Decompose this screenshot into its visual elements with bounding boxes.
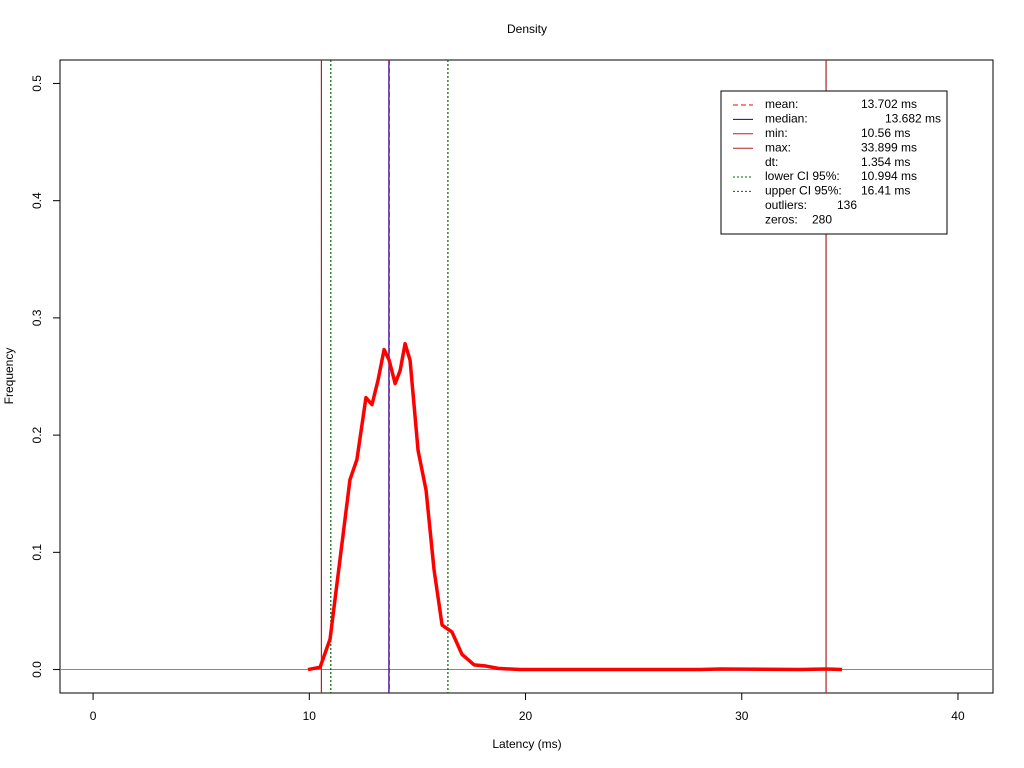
y-tick-label: 0.2	[30, 426, 44, 443]
chart-title: Density	[507, 22, 547, 36]
y-tick-label: 0.0	[30, 661, 44, 678]
y-axis-label: Frequency	[2, 348, 16, 405]
y-tick-label: 0.3	[30, 309, 44, 326]
y-tick-label: 0.1	[30, 544, 44, 561]
plot-frame	[59, 59, 994, 694]
y-tick-label: 0.5	[30, 75, 44, 92]
legend-label: lower CI 95%:	[765, 169, 840, 183]
legend-label: mean:	[765, 97, 798, 111]
x-axis-label: Latency (ms)	[492, 737, 561, 751]
legend-label: zeros:	[765, 212, 798, 226]
legend-value: 13.702 ms	[861, 97, 917, 111]
x-tick-label: 0	[90, 709, 97, 723]
legend-value: 33.899 ms	[861, 140, 917, 154]
x-tick-label: 40	[951, 709, 965, 723]
x-tick-label: 20	[519, 709, 533, 723]
legend-label: min:	[765, 126, 788, 140]
legend-value: 136	[837, 198, 857, 212]
legend-label: median:	[765, 112, 808, 126]
y-tick-label: 0.4	[30, 192, 44, 209]
legend-value: 16.41 ms	[861, 184, 910, 198]
legend-label: outliers:	[765, 198, 807, 212]
legend-label: max:	[765, 140, 791, 154]
legend-value: 280	[812, 212, 832, 226]
legend-label: dt:	[765, 155, 778, 169]
legend-value: 10.994 ms	[861, 169, 917, 183]
legend-value: 13.682 ms	[885, 112, 941, 126]
legend-value: 10.56 ms	[861, 126, 910, 140]
legend-box	[720, 90, 948, 235]
density-curve	[307, 341, 843, 672]
x-tick-label: 10	[303, 709, 317, 723]
x-tick-label: 30	[735, 709, 749, 723]
legend-value: 1.354 ms	[861, 155, 910, 169]
legend-label: upper CI 95%:	[765, 184, 842, 198]
